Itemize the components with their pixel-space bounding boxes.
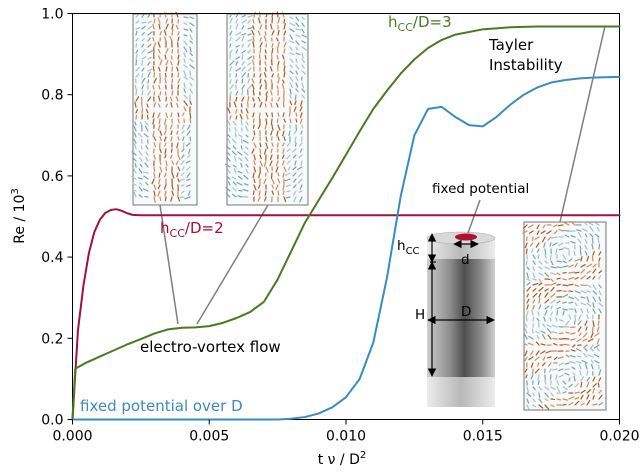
- label-H: H: [415, 307, 425, 323]
- series-line-0: [71, 208, 621, 421]
- x-tick-label: 0.015: [463, 429, 503, 445]
- y-tick-label: 0.8: [41, 88, 63, 104]
- inset-flow-field-tayler: [522, 220, 607, 411]
- y-axis-title: Re / 103: [10, 188, 28, 244]
- y-tick-label: 0.0: [41, 413, 63, 429]
- x-tick-label: 0.000: [52, 429, 92, 445]
- inset-flow-field-right-vectors: [224, 11, 307, 203]
- y-tick-label: 0.2: [41, 331, 63, 347]
- label-hcc: hCC: [397, 238, 420, 257]
- inset-flow-field-tayler-vectors: [522, 220, 604, 410]
- cylinder-schematic: [426, 199, 496, 407]
- inset-flow-field-right: [224, 11, 309, 206]
- flow-field-insets: [131, 11, 607, 411]
- fixed-potential-electrode: [455, 233, 477, 241]
- y-tick-label: 0.4: [41, 250, 63, 266]
- annotation-tayler-line2: Instability: [489, 56, 563, 74]
- leader-line-tayler-inset: [559, 25, 606, 223]
- series-line-2: [71, 75, 621, 421]
- x-tick-label: 0.010: [326, 429, 366, 445]
- y-tick-label: 1.0: [41, 7, 63, 23]
- series-label-hcc-d2: hCC/D=2: [160, 219, 224, 240]
- leader-line-left-inset: [159, 204, 179, 325]
- inset-flow-field-tayler-frame: [523, 221, 607, 411]
- annotation-electro-vortex: electro-vortex flow: [140, 338, 281, 356]
- series-label-fixed-potential-over-d: fixed potential over D: [80, 397, 243, 415]
- label-d-small: d: [461, 252, 470, 268]
- leader-line-right-inset: [196, 204, 269, 325]
- inset-flow-field-left-vectors: [131, 11, 195, 203]
- leader-lines: [159, 25, 606, 325]
- series-line-1: [71, 25, 621, 421]
- annotation-tayler-line1: Tayler: [488, 36, 534, 54]
- inset-flow-field-left: [131, 11, 198, 206]
- y-tick-label: 0.6: [41, 169, 63, 185]
- annotation-fixed-potential: fixed potential: [432, 181, 529, 197]
- x-axis: 0.000 0.005 0.010 0.015 0.020: [52, 419, 640, 445]
- x-axis-title: t ν / D2: [318, 450, 367, 468]
- inset-flow-field-left-frame: [132, 13, 198, 206]
- y-axis: 0.0 0.2 0.4 0.6 0.8 1.0: [41, 7, 73, 429]
- x-tick-label: 0.020: [599, 429, 639, 445]
- x-tick-label: 0.005: [189, 429, 229, 445]
- label-D: D: [461, 304, 471, 320]
- series-label-hcc-d3: hCC/D=3: [388, 13, 452, 34]
- series-layer: [71, 25, 621, 421]
- fixed-potential-leader: [467, 199, 481, 234]
- current-collector-bottom: [427, 377, 495, 407]
